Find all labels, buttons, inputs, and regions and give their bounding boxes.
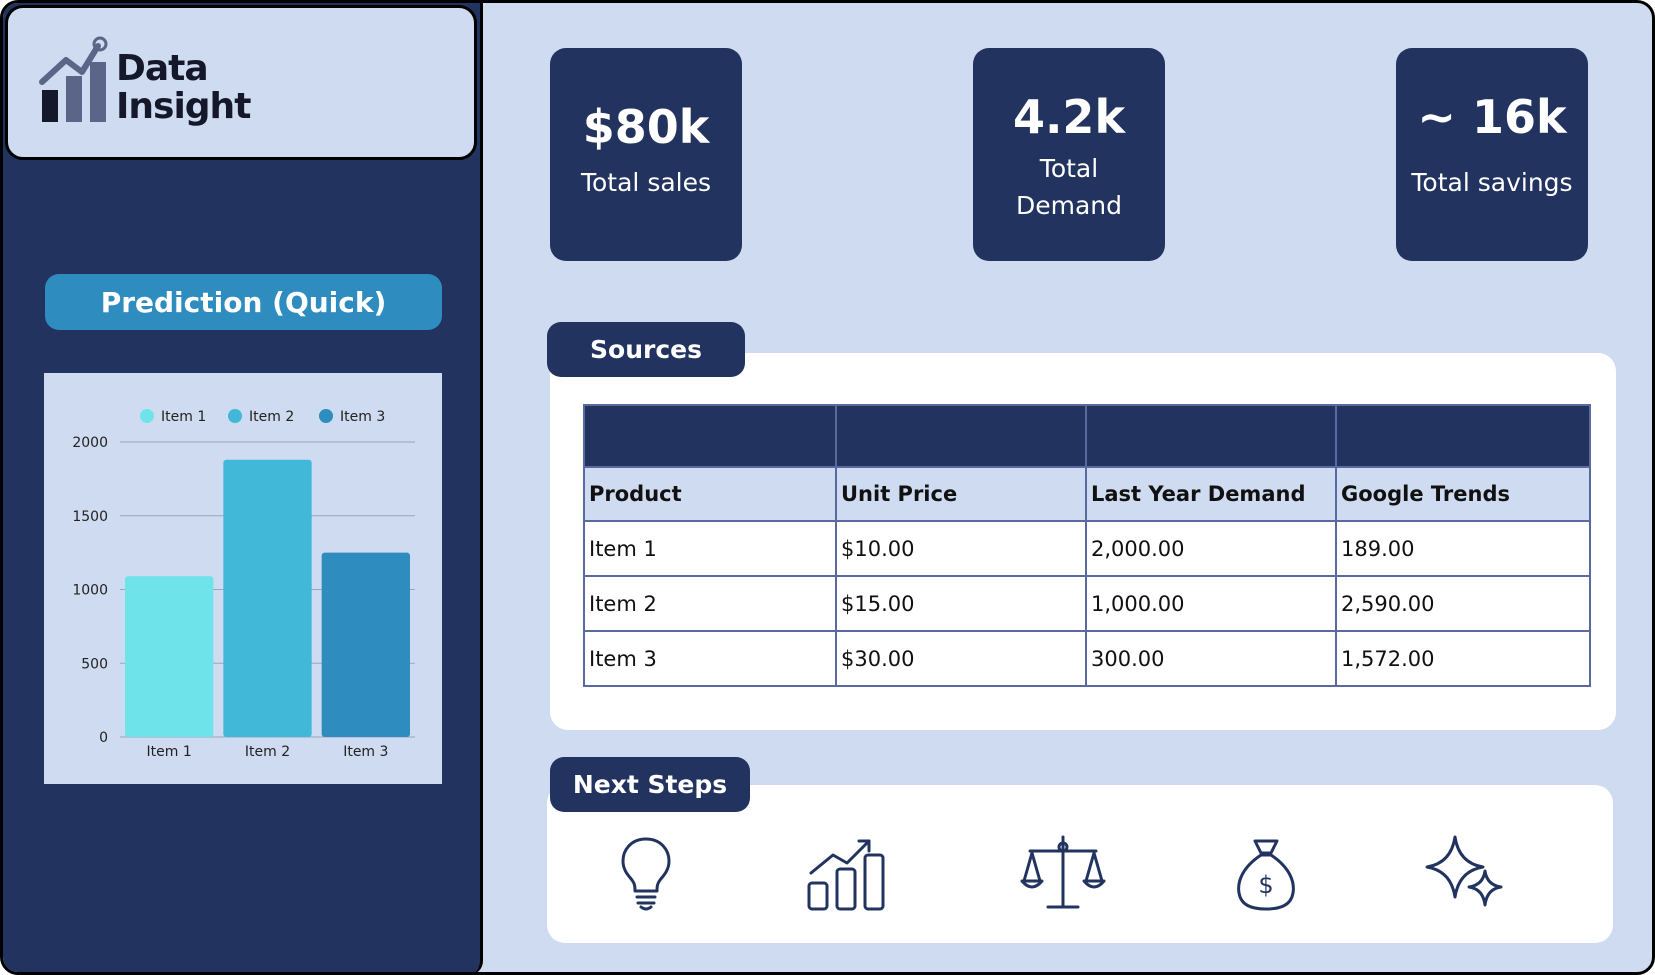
- table-row: Item 2 $15.00 1,000.00 2,590.00: [583, 575, 1591, 632]
- x-tick-label: Item 3: [343, 744, 388, 760]
- band-cell: [835, 404, 1087, 468]
- column-header: Product: [583, 466, 837, 522]
- table-cell: 2,590.00: [1335, 575, 1591, 632]
- band-cell: [583, 404, 837, 468]
- table-cell: Item 2: [583, 575, 837, 632]
- growth-chart-icon: [807, 839, 885, 911]
- table-cell: Item 1: [583, 520, 837, 577]
- band-cell: [1335, 404, 1591, 468]
- table-row: Item 3 $30.00 300.00 1,572.00: [583, 630, 1591, 687]
- kpi-total-demand: 4.2k Total Demand: [973, 48, 1165, 261]
- kpi-value: ~ 16k: [1417, 90, 1567, 144]
- table-cell: $15.00: [835, 575, 1087, 632]
- table-cell: 300.00: [1085, 630, 1337, 687]
- table-cell: Item 3: [583, 630, 837, 687]
- kpi-label-line-2: Demand: [1015, 191, 1123, 220]
- next-steps-title: Next Steps: [550, 757, 750, 812]
- kpi-value: 4.2k: [1012, 90, 1126, 144]
- y-tick-label: 500: [81, 656, 108, 672]
- bar: [321, 552, 410, 737]
- prediction-chart: 0 500 1000 1500 2000 Item 1 Item 2 Item 3 Item 1…: [44, 373, 442, 784]
- sidebar: Data Insight Prediction (Quick) 0 500 1000…: [3, 3, 483, 972]
- kpi-label: Total sales: [580, 168, 712, 197]
- column-header: Google Trends: [1335, 466, 1591, 522]
- y-tick-label: 2000: [72, 435, 108, 451]
- sparkle-icon: [1425, 835, 1503, 907]
- sources-title: Sources: [547, 322, 745, 377]
- y-tick-label: 1500: [72, 509, 108, 525]
- table-row: Item 1 $10.00 2,000.00 189.00: [583, 520, 1591, 577]
- logo-icon: [39, 36, 108, 122]
- column-header: Unit Price: [835, 466, 1087, 522]
- y-tick-label: 0: [99, 730, 108, 746]
- bar-chart: 0 500 1000 1500 2000 Item 1 Item 2 Item 3 Item 1…: [72, 409, 415, 760]
- kpi-label: Total savings: [1411, 168, 1573, 197]
- bar: [223, 459, 312, 737]
- table-cell: $10.00: [835, 520, 1087, 577]
- y-tick-label: 1000: [72, 583, 108, 599]
- table-cell: 2,000.00: [1085, 520, 1337, 577]
- kpi-value: $80k: [582, 100, 710, 154]
- legend-label: Item 1: [161, 409, 206, 425]
- table-cell: $30.00: [835, 630, 1087, 687]
- kpi-total-savings: ~ 16k Total savings: [1396, 48, 1588, 261]
- svg-text:$: $: [1258, 871, 1273, 899]
- kpi-total-sales: $80k Total sales: [550, 48, 742, 261]
- x-tick-label: Item 1: [147, 744, 192, 760]
- bar: [125, 576, 214, 737]
- table-cell: 189.00: [1335, 520, 1591, 577]
- band-cell: [1085, 404, 1337, 468]
- sources-table: Product Unit Price Last Year Demand Goog…: [583, 404, 1591, 687]
- legend-label: Item 2: [249, 409, 294, 425]
- lightbulb-icon: [621, 837, 671, 911]
- kpi-label-line-1: Total: [1039, 154, 1099, 183]
- legend-swatch: [140, 409, 154, 423]
- balance-scale-icon: [1020, 835, 1106, 909]
- brand-name: Data Insight: [116, 48, 251, 127]
- brand-line-2: Insight: [116, 86, 251, 127]
- prediction-title: Prediction (Quick): [45, 274, 442, 330]
- table-header-row: Product Unit Price Last Year Demand Goog…: [583, 466, 1591, 522]
- x-tick-label: Item 2: [245, 744, 290, 760]
- brand-line-1: Data: [116, 48, 209, 89]
- money-bag-icon: $: [1237, 839, 1295, 911]
- table-cell: 1,000.00: [1085, 575, 1337, 632]
- legend-swatch: [319, 409, 333, 423]
- column-header: Last Year Demand: [1085, 466, 1337, 522]
- table-cell: 1,572.00: [1335, 630, 1591, 687]
- logo-card: Data Insight: [5, 5, 477, 160]
- legend-label: Item 3: [340, 409, 385, 425]
- legend-swatch: [228, 409, 242, 423]
- table-header-band: [583, 404, 1591, 468]
